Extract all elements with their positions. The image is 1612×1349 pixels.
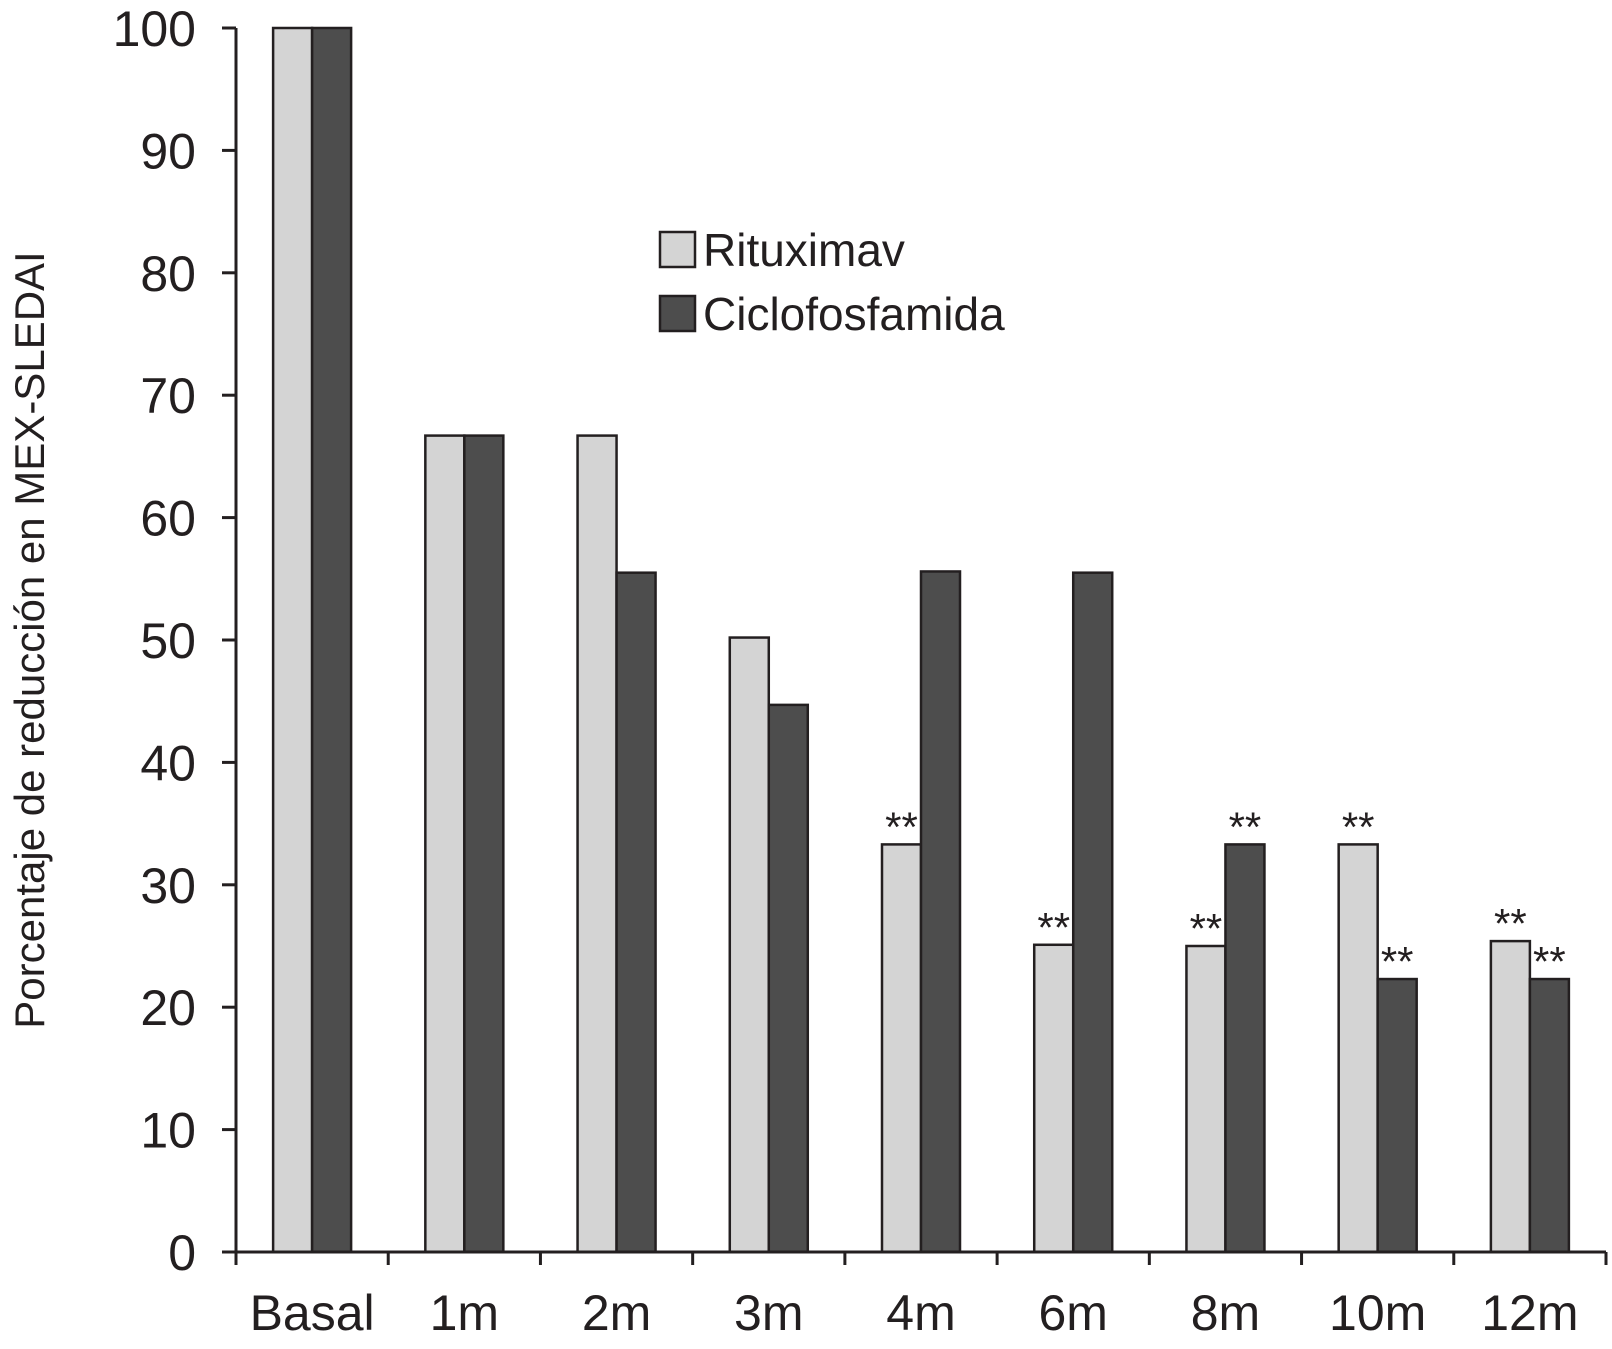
bar-ciclofosfamida-6m xyxy=(1071,571,1114,1254)
significance-marker-rituximav-6m: ** xyxy=(1037,904,1070,951)
significance-marker-rituximav-8m: ** xyxy=(1190,905,1223,952)
y-tick-label-40: 40 xyxy=(140,735,196,791)
significance-marker-ciclofosfamida-12m: ** xyxy=(1533,938,1566,985)
bar-rituximav-3m xyxy=(728,636,771,1254)
x-tick-label-6m: 6m xyxy=(1038,1285,1107,1341)
legend-swatch-rituximav xyxy=(658,230,697,269)
bar-rituximav-2m xyxy=(576,434,618,1254)
y-axis-label: Porcentaje de reducción en MEX-SLEDAI xyxy=(6,251,53,1028)
y-tick-label-50: 50 xyxy=(140,613,196,669)
y-tick-label-0: 0 xyxy=(168,1225,196,1281)
significance-marker-rituximav-10m: ** xyxy=(1342,803,1375,850)
bar-rituximav-12m xyxy=(1489,939,1532,1254)
significance-marker-ciclofosfamida-8m: ** xyxy=(1229,803,1262,850)
y-tick-label-80: 80 xyxy=(140,246,196,302)
x-tick-label-1m: 1m xyxy=(430,1285,499,1341)
bar-ciclofosfamida-1m xyxy=(463,434,505,1254)
bar-rituximav-4m xyxy=(880,843,923,1254)
significance-marker-rituximav-12m: ** xyxy=(1494,900,1527,947)
y-tick-label-70: 70 xyxy=(140,368,196,424)
y-tick-label-30: 30 xyxy=(140,858,196,914)
x-tick-label-12m: 12m xyxy=(1481,1285,1578,1341)
bar-rituximav-8m xyxy=(1185,944,1227,1254)
legend: Rituximav Ciclofosfamida xyxy=(658,224,1005,340)
y-axis-ticks: 0 10 20 30 40 50 60 70 80 90 100 xyxy=(113,1,236,1281)
y-tick-label-10: 10 xyxy=(140,1103,196,1159)
bar-ciclofosfamida-2m xyxy=(615,571,657,1254)
x-tick-label-4m: 4m xyxy=(886,1285,955,1341)
x-tick-label-2m: 2m xyxy=(582,1285,651,1341)
legend-swatch-ciclofosfamida xyxy=(658,294,697,333)
x-tick-label-basal: Basal xyxy=(250,1285,375,1341)
bars xyxy=(271,26,1571,1254)
bar-ciclofosfamida-8m xyxy=(1224,843,1266,1254)
y-tick-label-100: 100 xyxy=(113,1,196,57)
legend-label-ciclofosfamida: Ciclofosfamida xyxy=(703,288,1005,340)
y-tick-label-90: 90 xyxy=(140,123,196,179)
x-tick-label-3m: 3m xyxy=(734,1285,803,1341)
bar-ciclofosfamida-3m xyxy=(767,703,810,1254)
significance-markers: **** **** ******** xyxy=(885,803,1566,985)
bar-rituximav-basal xyxy=(271,26,314,1254)
bar-rituximav-1m xyxy=(424,434,466,1254)
bar-ciclofosfamida-12m xyxy=(1528,977,1571,1254)
x-tick-label-10m: 10m xyxy=(1329,1285,1426,1341)
bar-ciclofosfamida-4m xyxy=(919,570,962,1254)
significance-marker-rituximav-4m: ** xyxy=(885,803,918,850)
bar-rituximav-6m xyxy=(1032,943,1075,1254)
legend-label-rituximav: Rituximav xyxy=(703,224,905,276)
y-tick-label-20: 20 xyxy=(140,980,196,1036)
x-tick-label-8m: 8m xyxy=(1191,1285,1260,1341)
bar-rituximav-10m xyxy=(1337,843,1379,1254)
significance-marker-ciclofosfamida-10m: ** xyxy=(1381,938,1414,985)
x-axis-ticks: Basal 1m 2m 3m 4m 6m 8m 10m 12m xyxy=(234,1252,1608,1341)
y-tick-label-60: 60 xyxy=(140,491,196,547)
bar-ciclofosfamida-basal xyxy=(310,26,353,1254)
bar-ciclofosfamida-10m xyxy=(1376,977,1418,1254)
